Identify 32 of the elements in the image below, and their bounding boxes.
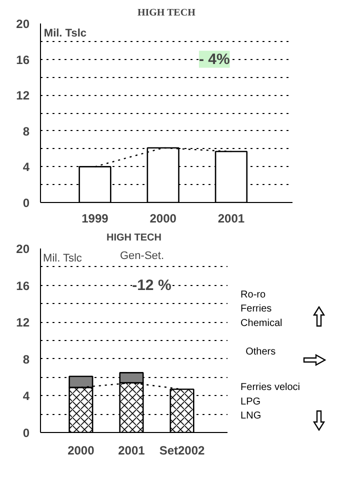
text: Ro-ro [240,289,266,300]
y-tick-label: 0 [22,426,30,440]
text: LPG [240,396,261,408]
y-tick-label: 20 [16,242,30,256]
text: Others [246,346,276,358]
annotation: Mil. Tslc [44,28,86,40]
x-tick-label: 2000 [68,444,95,458]
chart-title: HIGH TECH [137,8,196,18]
y-tick-label: 8 [22,124,30,138]
y-tick-label: 4 [22,389,30,404]
x-tick-label: 1999 [82,212,109,226]
x-tick-label: 2001 [218,212,245,226]
y-tick-label: 12 [16,316,30,330]
chart-title: HIGH TECH [106,232,162,244]
y-tick-label: 16 [16,52,30,67]
text: LNG [240,410,262,422]
y-tick-label: 20 [16,17,30,31]
y-tick-label: 4 [22,160,30,174]
text: Ferries [240,304,272,315]
y-tick-label: 8 [22,352,30,366]
y-tick-label: 12 [16,88,30,103]
y-tick-label: 16 [16,278,30,293]
text: Gen-Set. [120,250,164,262]
annotation: -12 % [132,276,172,294]
x-tick-label: Set2002 [159,444,206,458]
x-tick-label: 2001 [118,444,146,458]
y-tick-label: 0 [22,196,30,210]
text: Chemical [240,318,282,329]
x-tick-label: 2000 [150,212,177,226]
annotation: Mil. Tslc [43,252,82,264]
annotation: - 4% [198,50,230,68]
text: Ferries veloci [240,382,300,394]
